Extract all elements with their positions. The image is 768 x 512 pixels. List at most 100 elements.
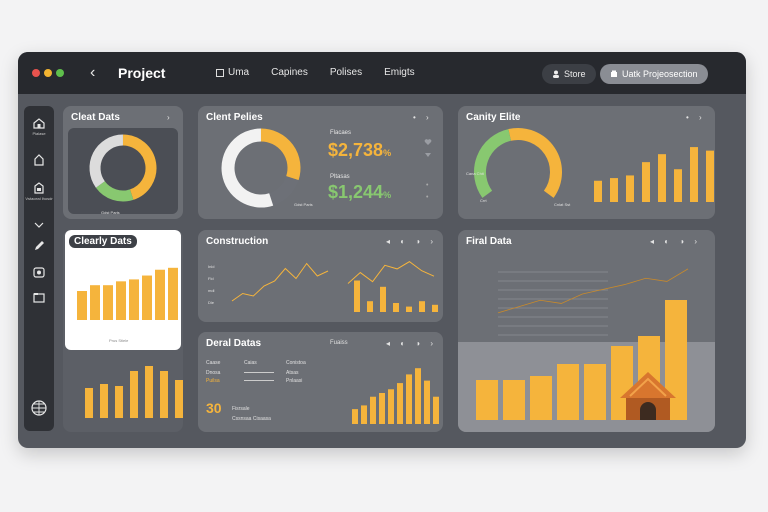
big-number: 30 bbox=[206, 400, 222, 416]
bar bbox=[658, 154, 666, 202]
bar-series bbox=[77, 267, 178, 320]
bar bbox=[626, 175, 634, 202]
bar-series bbox=[85, 366, 183, 418]
cleat-dats-donut-chart bbox=[89, 134, 157, 202]
bar-series bbox=[594, 147, 714, 202]
bar bbox=[432, 304, 438, 312]
panel-controls[interactable]: ◂ ◐ ◑ › bbox=[650, 237, 702, 246]
bar bbox=[706, 150, 714, 202]
panel-controls[interactable]: • › bbox=[413, 113, 433, 122]
sidebar-item-globe[interactable] bbox=[24, 400, 54, 416]
chevron-down-icon[interactable] bbox=[424, 152, 432, 158]
donut-slice bbox=[474, 129, 512, 198]
clearly-dats-card: Clearly Dats Prus Stiele bbox=[65, 230, 181, 350]
divider bbox=[244, 372, 274, 373]
close-dot[interactable] bbox=[32, 69, 40, 77]
bar bbox=[388, 389, 394, 424]
line-series bbox=[497, 268, 689, 314]
maximize-dot[interactable] bbox=[56, 69, 64, 77]
bar bbox=[155, 269, 165, 320]
tab-capines[interactable]: Capines bbox=[271, 67, 308, 78]
chevron-right-icon[interactable]: › bbox=[167, 113, 174, 122]
big-number-sub: Fisrsale bbox=[232, 406, 250, 412]
line-series bbox=[231, 261, 435, 302]
page-title: Project bbox=[118, 65, 166, 81]
tab-polises[interactable]: Polises bbox=[330, 67, 362, 78]
tab-label: Emigts bbox=[384, 67, 415, 78]
bar bbox=[129, 279, 139, 320]
metric-label: Flacaes bbox=[330, 130, 352, 136]
store-button[interactable]: Store bbox=[542, 64, 596, 84]
donut-slice bbox=[221, 128, 274, 208]
heart-icon[interactable] bbox=[424, 138, 432, 146]
metric-suffix: % bbox=[383, 148, 392, 158]
sidebar-item-expand[interactable] bbox=[24, 222, 54, 228]
table-cell: Pnlaasi bbox=[286, 378, 303, 384]
series-line bbox=[497, 268, 689, 314]
bar bbox=[90, 285, 100, 320]
donut-slice bbox=[122, 134, 157, 200]
table-footer: Cssnsaa Cisaasa bbox=[232, 416, 271, 422]
cleat-dats-panel: Cleat Dats › Gdst Paris bbox=[63, 106, 183, 219]
metric-suffix: % bbox=[383, 190, 392, 200]
bar bbox=[530, 376, 552, 420]
tab-emigts[interactable]: Emigts bbox=[384, 67, 415, 78]
chart-legend: Prus Stiele bbox=[109, 338, 129, 343]
primary-action-label: Uatk Projeosection bbox=[622, 69, 698, 79]
sidebar-item-pen[interactable] bbox=[24, 240, 54, 252]
bar bbox=[690, 147, 698, 202]
bar bbox=[674, 169, 682, 202]
column-header: Conistoa bbox=[286, 360, 306, 366]
donut-slice bbox=[95, 180, 134, 202]
info-dot-icon[interactable]: • bbox=[426, 194, 429, 201]
back-icon[interactable]: ‹ bbox=[90, 64, 96, 81]
bar bbox=[77, 291, 87, 320]
sidebar-item-folder[interactable] bbox=[24, 292, 54, 303]
panel-controls[interactable]: ◂ ◐ ◑ › bbox=[386, 237, 438, 246]
person-icon bbox=[553, 70, 559, 78]
document-icon bbox=[34, 182, 44, 194]
panel-controls[interactable]: • › bbox=[686, 113, 706, 122]
panel-title: Construction bbox=[206, 236, 269, 247]
home-icon bbox=[33, 118, 45, 129]
tab-uma[interactable]: Uma bbox=[216, 67, 249, 78]
sidebar-item-gauge[interactable] bbox=[24, 266, 54, 278]
divider bbox=[244, 380, 274, 381]
store-button-label: Store bbox=[564, 69, 586, 79]
donut-slices bbox=[89, 134, 157, 202]
bar bbox=[380, 286, 386, 312]
info-dot-icon[interactable]: • bbox=[426, 182, 429, 189]
bar bbox=[610, 178, 618, 202]
bar bbox=[100, 384, 108, 418]
bar bbox=[160, 371, 168, 418]
bar bbox=[145, 366, 153, 418]
donut-slice bbox=[260, 128, 301, 181]
bar bbox=[406, 306, 412, 312]
column-header: Caias bbox=[244, 360, 257, 366]
panel-title: Firal Data bbox=[466, 236, 512, 247]
gauge-arcs bbox=[474, 128, 562, 198]
sidebar-item-document[interactable]: Vstaceal lhosdr bbox=[24, 182, 54, 201]
bar bbox=[665, 300, 687, 420]
bar bbox=[130, 371, 138, 418]
primary-action-button[interactable]: Uatk Projeosection bbox=[600, 64, 708, 84]
bar bbox=[557, 364, 579, 420]
donut-slice bbox=[508, 128, 562, 198]
bar bbox=[367, 301, 373, 312]
donut-slice bbox=[268, 175, 299, 206]
bar bbox=[584, 364, 606, 420]
sidebar-item-lock[interactable] bbox=[24, 154, 54, 166]
minimize-dot[interactable] bbox=[44, 69, 52, 77]
title-bar: ‹ Project Uma Capines Polises Emigts Sto… bbox=[18, 52, 746, 94]
table-cell: Atsas bbox=[286, 370, 299, 376]
panel-title: Clearly Dats bbox=[69, 235, 137, 248]
construction-chart bbox=[231, 261, 438, 312]
bar bbox=[352, 409, 358, 424]
bar bbox=[419, 301, 425, 312]
sidebar-item-home[interactable]: Pialase bbox=[24, 118, 54, 136]
clent-pelies-panel: Clent Pelies • › Gdst Paris Flacaes $2,7… bbox=[198, 106, 443, 219]
panel-controls[interactable]: ◂ ◐ ◑ › bbox=[386, 339, 438, 348]
sidebar-item-label: Vstaceal lhosdr bbox=[25, 196, 53, 201]
y-tick-label: Dle bbox=[208, 300, 215, 305]
panel-title: Deral Datas bbox=[206, 338, 262, 349]
